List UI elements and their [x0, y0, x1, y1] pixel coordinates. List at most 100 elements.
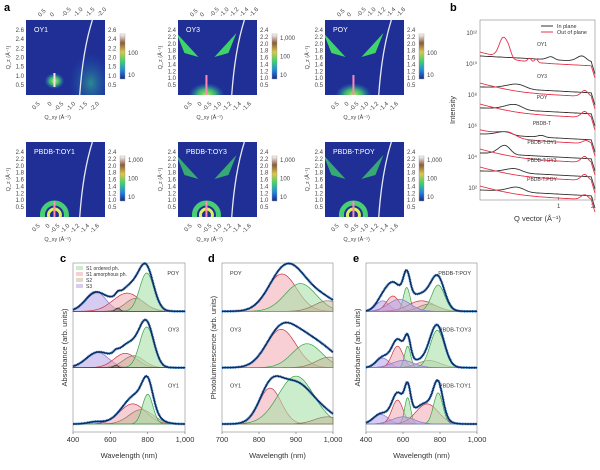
colorbar [418, 33, 425, 80]
map-features [325, 142, 392, 217]
y-tick-label-right: 1.8 [260, 171, 269, 177]
x-axis-label: Wavelength (nm) [249, 451, 306, 460]
colorbar [119, 33, 126, 80]
y-tick-label: 1.2 [168, 69, 177, 75]
legend-label: S1 amorphous ph. [86, 272, 127, 278]
x-tick-label-top: -1.4 [386, 6, 398, 18]
x-tick-label-top: 0 [199, 11, 206, 18]
x-tick-label: -2.0 [89, 101, 101, 113]
x-tick-label-top: -1.0 [366, 6, 378, 18]
y-tick-label-right: 1.0 [260, 198, 269, 204]
map-features [44, 20, 105, 95]
y-axis-label: Absorbance (arb. units) [353, 308, 362, 386]
y-tick-label-right: 0.5 [260, 83, 269, 89]
y-axis-label: Q_z (Å⁻¹) [157, 45, 164, 69]
y-tick-label: 10² [468, 186, 477, 192]
x-tick-label: -1.0 [212, 223, 224, 235]
x-tick-label: -1.6 [241, 101, 253, 113]
y-tick-label: 2.4 [315, 28, 324, 34]
map-features [178, 142, 245, 217]
x-axis-label: Q_xy (Å⁻¹) [343, 236, 370, 243]
photoluminescence-fits: POY OY3 OY1 700 800 900 1,000 Wavelength (nm) Ph… [209, 262, 342, 460]
x-tick-label-top: -2.0 [97, 6, 109, 18]
x-tick-label: -1.2 [369, 101, 381, 113]
sample-label: POY [167, 271, 179, 277]
colorbar-tick-label: 100 [427, 177, 438, 183]
scattering-wedge-left [178, 156, 199, 179]
in-plane-curve [480, 83, 596, 106]
y-tick-label-right: 2.0 [260, 164, 269, 170]
y-tick-label-right: 1.0 [108, 74, 117, 80]
y-tick-label-right: 2.2 [260, 157, 269, 163]
plot-frame [365, 262, 478, 433]
sample-label: PBDB-T:OY1 [439, 384, 471, 390]
y-tick-label: 2.0 [168, 164, 177, 170]
panel-label-d: d [208, 253, 215, 265]
out-of-plane-curve [479, 36, 596, 79]
wedge-boundary-line [79, 20, 93, 95]
x-tick-label-top: -0.5 [209, 6, 221, 18]
fit-total-line [365, 324, 477, 369]
y-tick-label: 1.0 [168, 76, 177, 82]
y-tick-label: 1.2 [315, 69, 324, 75]
fit-total-line [72, 262, 185, 312]
colorbar-tick-label: 100 [128, 177, 139, 183]
y-tick-label: 2.0 [315, 164, 324, 170]
x-axis-label: Q_xy (Å⁻¹) [44, 236, 71, 243]
y-tick-label-right: 2.2 [260, 35, 269, 41]
y-tick-label: 2.0 [168, 42, 177, 48]
y-tick-label-right: 1.2 [260, 69, 269, 75]
map-title: PBDB-T:OY3 [186, 149, 227, 156]
colorbar-tick-label: 100 [128, 51, 139, 57]
y-tick-label-right: 1.8 [260, 49, 269, 55]
x-tick-label: -0.5 [349, 101, 361, 113]
x-axis-label: Q_xy (Å⁻¹) [196, 114, 223, 121]
x-tick-label: 1,000 [176, 435, 195, 444]
sample-label: PBDB-T:OY3 [439, 327, 471, 333]
y-tick-label-right: 1.6 [407, 178, 416, 184]
y-axis-label: Q_z (Å⁻¹) [5, 45, 12, 69]
out-of-plane-curve [479, 103, 596, 131]
y-tick-label-right: 1.8 [407, 171, 416, 177]
beamstop-streak [53, 201, 56, 217]
colorbar [119, 155, 126, 202]
y-tick-label: 1.2 [16, 191, 25, 197]
y-axis-label: Intensity [448, 96, 457, 124]
y-tick-label-right: 1.2 [108, 191, 117, 197]
y-tick-label: 2.0 [16, 164, 25, 170]
x-tick-label: 400 [67, 435, 80, 444]
in-plane-curve [479, 168, 596, 190]
y-tick-label: 0.5 [16, 205, 25, 211]
y-tick-label-right: 2.0 [407, 164, 416, 170]
scattering-wedge-right [361, 155, 384, 179]
map-background [178, 142, 257, 217]
colorbar-tick-label: 1,000 [427, 158, 443, 164]
map-title: POY [333, 27, 348, 34]
x-tick-label: -1.0 [212, 101, 224, 113]
y-tick-label: 1.5 [16, 65, 25, 71]
out-of-plane-curve [479, 166, 596, 194]
y-tick-label: 1.8 [168, 49, 177, 55]
panel-label-c: c [60, 253, 66, 265]
legend-label: S1 ordered ph. [86, 266, 119, 272]
y-tick-label: 1.4 [315, 62, 324, 68]
x-tick-label-top: 0.5 [37, 8, 48, 19]
x-tick-label: -0.5 [349, 223, 361, 235]
x-tick-label-top: 0 [49, 11, 56, 18]
x-tick-label: -1.6 [388, 223, 400, 235]
y-tick-label: 2.2 [315, 157, 324, 163]
colorbar-tick-label: 10 [128, 195, 135, 201]
map-background [325, 142, 404, 217]
beamstop-streak [53, 73, 56, 87]
y-tick-label: 1.6 [315, 178, 324, 184]
out-of-plane-curve [479, 185, 596, 213]
scattering-wedge-left [178, 34, 199, 57]
fit-total-line [222, 375, 334, 425]
map-background [325, 20, 404, 95]
y-tick-label: 1.6 [16, 178, 25, 184]
y-tick-label: 2.2 [16, 46, 25, 52]
colorbar-tick-label: 1,000 [128, 158, 144, 164]
